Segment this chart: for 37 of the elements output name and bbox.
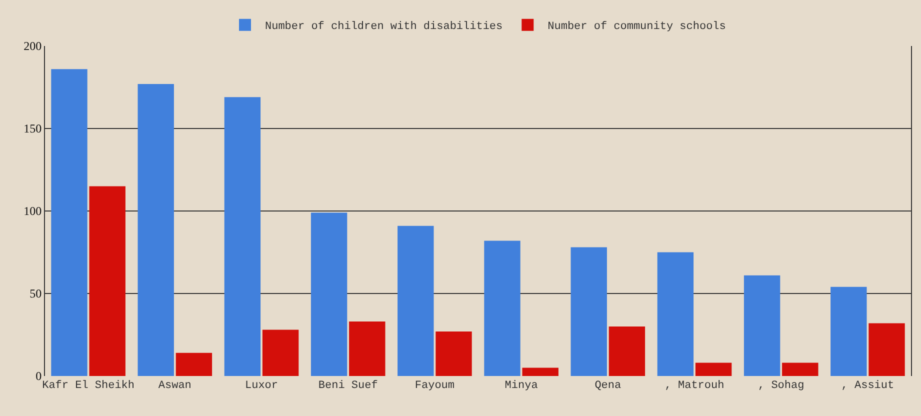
x-tick-label: Minya	[504, 380, 538, 392]
x-tick-label: Kafr El Sheikh	[42, 380, 135, 392]
bar	[695, 362, 732, 376]
bar	[744, 275, 780, 376]
bar	[310, 212, 348, 376]
y-tick-label: 0	[36, 369, 42, 384]
x-tick-label: , Matrouh	[664, 380, 724, 392]
bar	[484, 240, 520, 376]
x-tick-label: Beni Suef	[318, 380, 378, 392]
y-tick-label: 150	[24, 122, 42, 136]
bar	[608, 326, 646, 376]
bar	[349, 322, 386, 376]
bar	[138, 84, 174, 376]
legend-label: Number of community schools	[548, 21, 726, 34]
legend-label: Number of children with disabilities	[265, 21, 503, 34]
bar	[868, 323, 905, 376]
y-tick-label: 200	[24, 39, 42, 54]
x-tick-label: Aswan	[158, 380, 192, 392]
bar	[522, 368, 558, 376]
bar	[262, 330, 299, 376]
bar	[89, 186, 126, 376]
bar	[176, 352, 212, 376]
x-tick-label: , Sohag	[758, 380, 804, 392]
x-tick-label: Luxor	[244, 380, 278, 392]
bar	[570, 247, 607, 376]
bar	[51, 69, 88, 376]
bar	[657, 252, 694, 376]
y-tick-label: 50	[30, 286, 42, 301]
bar	[224, 97, 261, 376]
x-tick-label: , Assiut	[841, 380, 894, 392]
bar	[436, 331, 472, 376]
y-tick-label: 100	[24, 204, 42, 218]
bar	[782, 362, 818, 376]
x-tick-label: Qena	[594, 380, 622, 392]
x-tick-label: Fayoum	[414, 380, 455, 392]
bar	[398, 226, 434, 376]
bar	[830, 286, 867, 376]
